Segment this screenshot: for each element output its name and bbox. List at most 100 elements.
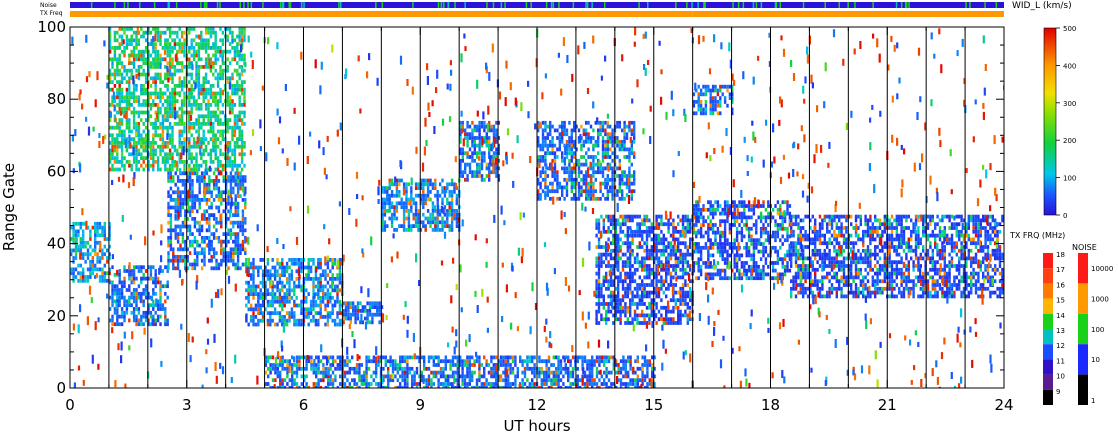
echo-cell xyxy=(159,57,162,62)
echo-cell xyxy=(556,147,559,152)
echo-cell xyxy=(684,256,687,261)
echo-cell xyxy=(541,147,545,152)
echo-cell xyxy=(681,290,685,295)
echo-cell xyxy=(605,248,608,253)
echo-cell xyxy=(422,212,425,217)
echo-cell xyxy=(164,38,167,43)
noise-bar-tick xyxy=(775,2,778,8)
echo-cell xyxy=(624,271,627,276)
echo-cell xyxy=(276,288,279,293)
echo-cell xyxy=(709,242,712,246)
echo-cell xyxy=(669,252,673,257)
echo-cell xyxy=(631,214,634,219)
echo-cell xyxy=(597,229,601,234)
echo-cell xyxy=(290,296,294,300)
echo-cell xyxy=(120,148,124,153)
echo-cell xyxy=(321,296,325,300)
echo-cell xyxy=(259,318,262,323)
echo-cell xyxy=(140,144,143,149)
echo-cell xyxy=(476,124,479,129)
echo-cell xyxy=(324,269,327,274)
echo-cell xyxy=(631,321,634,325)
echo-cell xyxy=(483,120,486,125)
echo-cell xyxy=(398,178,401,183)
echo-cell xyxy=(202,141,205,145)
echo-cell xyxy=(544,120,547,125)
echo-cell xyxy=(188,114,191,119)
echo-cell xyxy=(333,284,337,289)
echo-cell xyxy=(704,230,708,235)
echo-cell xyxy=(443,224,447,228)
echo-cell xyxy=(495,147,498,152)
echo-cell xyxy=(750,264,753,269)
echo-cell xyxy=(743,245,746,250)
echo-cell xyxy=(638,321,641,325)
echo-cell xyxy=(553,143,557,148)
echo-cell xyxy=(329,315,332,319)
echo-cell xyxy=(108,125,112,130)
echo-cell xyxy=(697,219,700,224)
echo-cell xyxy=(200,38,203,43)
echo-cell xyxy=(244,175,247,179)
echo-cell xyxy=(347,305,350,309)
echo-cell xyxy=(214,148,217,153)
echo-cell xyxy=(643,229,646,234)
echo-cell xyxy=(236,171,240,176)
echo-cell xyxy=(667,245,670,249)
echo-cell xyxy=(166,27,169,31)
echo-cell xyxy=(212,114,215,119)
echo-cell xyxy=(197,84,201,88)
echo-cell xyxy=(633,279,637,284)
echo-cell xyxy=(755,261,758,265)
echo-cell xyxy=(546,147,549,152)
echo-cell xyxy=(633,139,636,144)
echo-cell xyxy=(86,240,90,245)
echo-cell xyxy=(167,239,170,244)
echo-cell xyxy=(113,144,117,149)
echo-cell xyxy=(154,30,157,35)
echo-cell xyxy=(167,179,170,183)
echo-cell xyxy=(210,243,213,248)
echo-cell xyxy=(228,99,232,103)
echo-cell xyxy=(728,223,732,227)
echo-cell xyxy=(271,303,274,308)
echo-cell xyxy=(125,68,129,73)
echo-cell xyxy=(602,245,605,249)
echo-cell xyxy=(495,128,498,133)
echo-cell xyxy=(169,247,173,252)
echo-cell xyxy=(154,284,157,289)
echo-cell xyxy=(443,205,447,209)
echo-cell xyxy=(626,286,629,291)
echo-cell xyxy=(118,144,121,149)
echo-cell xyxy=(118,129,121,134)
echo-cell xyxy=(395,182,399,187)
echo-cell xyxy=(144,318,148,323)
echo-cell xyxy=(207,114,210,119)
echo-cell xyxy=(669,241,673,246)
echo-cell xyxy=(89,244,92,249)
echo-cell xyxy=(558,143,561,148)
echo-cell xyxy=(116,156,119,160)
echo-cell xyxy=(209,65,213,69)
echo-cell xyxy=(159,30,162,35)
echo-cell xyxy=(178,141,181,145)
echo-cell xyxy=(120,65,124,69)
echo-cell xyxy=(757,215,760,220)
echo-cell xyxy=(283,284,286,289)
echo-cell xyxy=(587,196,590,201)
echo-cell xyxy=(650,298,653,303)
echo-cell xyxy=(314,284,318,289)
echo-cell xyxy=(173,148,177,153)
echo-cell xyxy=(672,275,675,280)
echo-cell xyxy=(356,301,360,306)
echo-cell xyxy=(553,128,557,133)
echo-cell xyxy=(378,320,381,325)
noise-bar-tick xyxy=(500,2,503,8)
echo-cell xyxy=(699,245,703,250)
echo-cell xyxy=(667,218,670,223)
echo-cell xyxy=(240,118,244,122)
echo-cell xyxy=(599,181,602,186)
echo-cell xyxy=(137,295,141,300)
echo-cell xyxy=(605,241,608,246)
echo-cell xyxy=(142,322,145,327)
